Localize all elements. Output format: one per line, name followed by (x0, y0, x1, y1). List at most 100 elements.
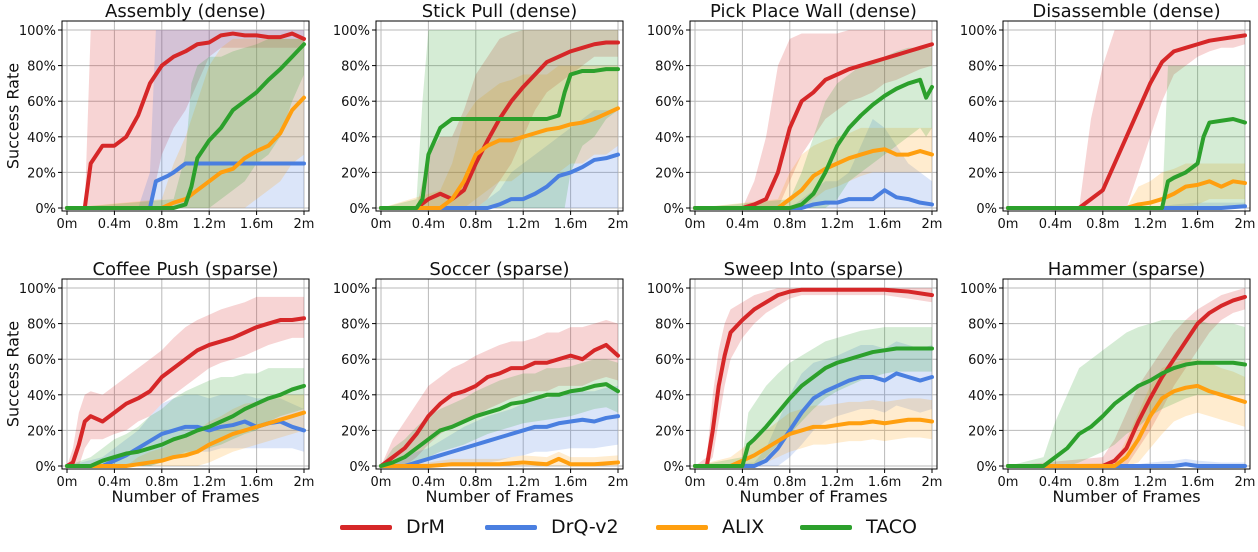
band-drm (1008, 288, 1245, 466)
subplot-title: Stick Pull (dense) (422, 1, 578, 22)
y-tick-label: 20% (655, 166, 684, 181)
series-line-taco (379, 67, 620, 210)
y-tick-label: 20% (341, 166, 370, 181)
band-alix (381, 451, 618, 466)
y-tick-label: 0% (35, 460, 56, 475)
series-line-drm (693, 42, 934, 210)
y-tick-label: 80% (968, 318, 997, 333)
series-line-taco (65, 42, 306, 210)
subplot-coffee-push-sparse: 0m 0.4m 0.8m 1.2m 1.6m 2m 0% 20% 40% 60% 80% 100% Co… (4, 259, 315, 506)
y-tick-label: 0% (663, 460, 684, 475)
x-tick-label: 0.8m (459, 217, 492, 232)
subplot-disassemble-dense: 0m 0.4m 0.8m 1.2m 1.6m 2m 0% 20% 40% 60% 80% 100% Di… (960, 1, 1256, 232)
x-tick-label: 2m (922, 475, 943, 490)
series-line-taco (65, 383, 306, 468)
series-line-alix (693, 147, 934, 210)
y-tick-label: 20% (27, 424, 56, 439)
subplot-sweep-into-sparse: 0m 0.4m 0.8m 1.2m 1.6m 2m 0% 20% 40% 60% 80% 100% Sw… (647, 259, 943, 506)
x-tick-label: 1.2m (821, 475, 854, 490)
x-tick-label: 2m (294, 217, 315, 232)
x-tick-label: 1.6m (1181, 475, 1214, 490)
x-tick-label: 0.8m (459, 475, 492, 490)
legend-item-drm: DrM (340, 512, 445, 542)
x-tick-label: 0.4m (412, 217, 445, 232)
series-line-alix (693, 417, 934, 468)
series-line-alix (1006, 383, 1247, 468)
x-tick-label: 0m (685, 217, 706, 232)
x-tick-label: 1.6m (868, 475, 901, 490)
y-tick-label: 100% (647, 282, 684, 297)
y-tick-label: 20% (968, 424, 997, 439)
x-tick-label: 2m (1235, 217, 1256, 232)
y-tick-label: 40% (341, 131, 370, 146)
band-drq-v2 (381, 385, 618, 466)
plot-frame (61, 20, 310, 212)
x-tick-label: 0.8m (1086, 217, 1119, 232)
y-tick-label: 80% (341, 318, 370, 333)
y-tick-label: 20% (27, 166, 56, 181)
legend-swatch-drm (340, 524, 392, 530)
legend-item-alix: ALIX (656, 512, 764, 542)
subplot-title: Assembly (dense) (105, 1, 266, 22)
series-line-taco (1006, 360, 1247, 468)
series-line-drq-v2 (693, 371, 934, 468)
legend-label-drm: DrM (406, 516, 445, 538)
x-tick-label: 2m (922, 217, 943, 232)
plot-frame (689, 20, 938, 212)
legend-swatch-taco (800, 524, 852, 530)
x-tick-label: 2m (608, 217, 629, 232)
y-tick-label: 60% (341, 353, 370, 368)
legend-swatch-alix (656, 524, 708, 530)
x-tick-label: 0m (57, 475, 78, 490)
series-line-drq-v2 (379, 414, 620, 468)
series-line-alix (379, 456, 620, 468)
y-tick-label: 60% (968, 95, 997, 110)
y-tick-label: 60% (27, 353, 56, 368)
y-tick-label: 100% (19, 282, 56, 297)
y-tick-label: 0% (349, 202, 370, 217)
y-tick-label: 100% (333, 24, 370, 39)
x-tick-label: 1.6m (868, 217, 901, 232)
legend-item-taco: TACO (800, 512, 917, 542)
y-tick-label: 60% (341, 95, 370, 110)
x-tick-label: 0.8m (145, 475, 178, 490)
x-tick-label: 2m (1235, 475, 1256, 490)
x-tick-label: 0.4m (98, 475, 131, 490)
x-tick-label: 1.6m (554, 217, 587, 232)
x-tick-label: 0.4m (726, 217, 759, 232)
x-tick-label: 0m (371, 217, 392, 232)
x-tick-label: 0m (57, 217, 78, 232)
x-tick-label: 0.8m (773, 475, 806, 490)
legend-swatch-drqv2 (485, 524, 537, 530)
band-drm (1008, 30, 1245, 208)
band-drq-v2 (695, 341, 932, 466)
y-tick-label: 0% (663, 202, 684, 217)
subplot-title: Sweep Into (sparse) (724, 259, 904, 280)
y-tick-label: 100% (19, 24, 56, 39)
x-tick-label: 0.8m (145, 217, 178, 232)
x-tick-label: 0.4m (412, 475, 445, 490)
plot-frame (1002, 20, 1251, 212)
y-axis-label: Success Rate (4, 321, 23, 427)
x-tick-label: 1.6m (1181, 217, 1214, 232)
y-tick-label: 20% (341, 424, 370, 439)
band-drq-v2 (695, 119, 932, 208)
y-tick-label: 80% (27, 60, 56, 75)
plot-frame (689, 278, 938, 470)
x-axis-label: Number of Frames (111, 487, 259, 505)
x-tick-label: 2m (608, 475, 629, 490)
plot-frame (375, 278, 624, 470)
x-tick-label: 1.2m (193, 217, 226, 232)
x-tick-label: 1.2m (507, 475, 540, 490)
band-drq-v2 (67, 394, 304, 466)
x-tick-label: 1.2m (821, 217, 854, 232)
y-tick-label: 100% (960, 282, 997, 297)
y-tick-label: 100% (333, 282, 370, 297)
x-tick-label: 0m (371, 475, 392, 490)
legend-label-drqv2: DrQ-v2 (551, 516, 619, 538)
y-tick-label: 20% (968, 166, 997, 181)
y-tick-label: 80% (27, 318, 56, 333)
y-tick-label: 80% (341, 60, 370, 75)
series-line-drm (1006, 294, 1247, 468)
subplot-title: Disassemble (dense) (1032, 1, 1220, 22)
